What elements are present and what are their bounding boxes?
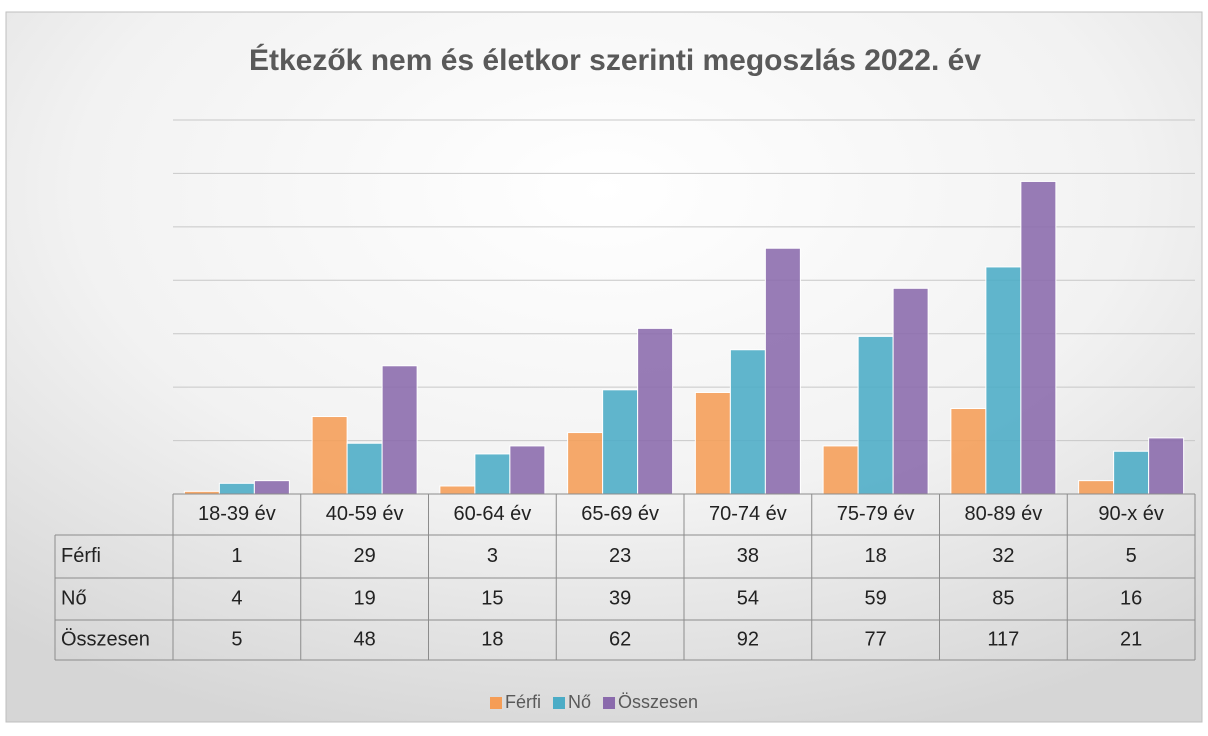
table-value: 54 — [737, 587, 759, 609]
bar — [602, 389, 639, 495]
table-value: 1 — [231, 545, 242, 567]
x-tick-label: 90-x év — [1098, 503, 1164, 525]
x-tick-label: 75-79 év — [837, 503, 915, 525]
bar — [764, 247, 801, 495]
table-row-label: Nő — [61, 587, 87, 609]
table-value: 4 — [231, 587, 242, 609]
x-tick-label: 70-74 év — [709, 503, 787, 525]
table-value: 48 — [354, 628, 376, 650]
table-value: 59 — [865, 587, 887, 609]
table-value: 5 — [1126, 545, 1137, 567]
table-row-label: Összesen — [61, 628, 150, 650]
bar — [950, 408, 987, 495]
table-value: 39 — [609, 587, 631, 609]
bar — [253, 480, 290, 495]
table-value: 38 — [737, 545, 759, 567]
table-value: 85 — [992, 587, 1014, 609]
table-value: 15 — [481, 587, 503, 609]
table-value: 77 — [865, 628, 887, 650]
bar — [822, 445, 859, 495]
table-value: 19 — [354, 587, 376, 609]
bar — [1148, 437, 1185, 495]
bar — [892, 287, 929, 495]
legend-swatch — [603, 697, 616, 709]
table-value: 92 — [737, 628, 759, 650]
table-value: 3 — [487, 545, 498, 567]
bar — [474, 453, 511, 495]
bar — [509, 445, 546, 495]
bar — [567, 432, 604, 495]
table-value: 18 — [481, 628, 503, 650]
x-tick-label: 40-59 év — [326, 503, 404, 525]
bar — [311, 416, 348, 495]
bar — [694, 391, 731, 495]
table-row-label: Férfi — [61, 545, 101, 567]
bar — [857, 335, 894, 495]
bar — [439, 485, 476, 495]
table-value: 23 — [609, 545, 631, 567]
bar — [381, 365, 418, 495]
legend-label: Összesen — [618, 692, 698, 712]
x-tick-label: 18-39 év — [198, 503, 276, 525]
table-value: 32 — [992, 545, 1014, 567]
bar — [346, 442, 383, 495]
legend-label: Férfi — [505, 692, 541, 712]
table-value: 29 — [354, 545, 376, 567]
legend-swatch — [490, 697, 502, 709]
bar — [1113, 450, 1150, 495]
table-value: 18 — [865, 545, 887, 567]
table-value: 117 — [987, 628, 1019, 650]
legend-label: Nő — [568, 692, 591, 712]
table-value: 21 — [1120, 628, 1142, 650]
bar — [985, 266, 1022, 495]
bar — [1020, 180, 1057, 495]
x-tick-label: 65-69 év — [581, 503, 659, 525]
bar — [729, 349, 766, 495]
bar — [637, 327, 674, 495]
x-tick-label: 60-64 év — [453, 503, 531, 525]
bar — [218, 482, 255, 495]
bar — [1078, 480, 1115, 495]
table-value: 16 — [1120, 587, 1142, 609]
table-value: 5 — [231, 628, 242, 650]
x-tick-label: 80-89 év — [964, 503, 1042, 525]
legend-swatch — [553, 697, 565, 709]
table-value: 62 — [609, 628, 631, 650]
chart-title: Étkezők nem és életkor szerinti megoszlá… — [249, 43, 981, 77]
